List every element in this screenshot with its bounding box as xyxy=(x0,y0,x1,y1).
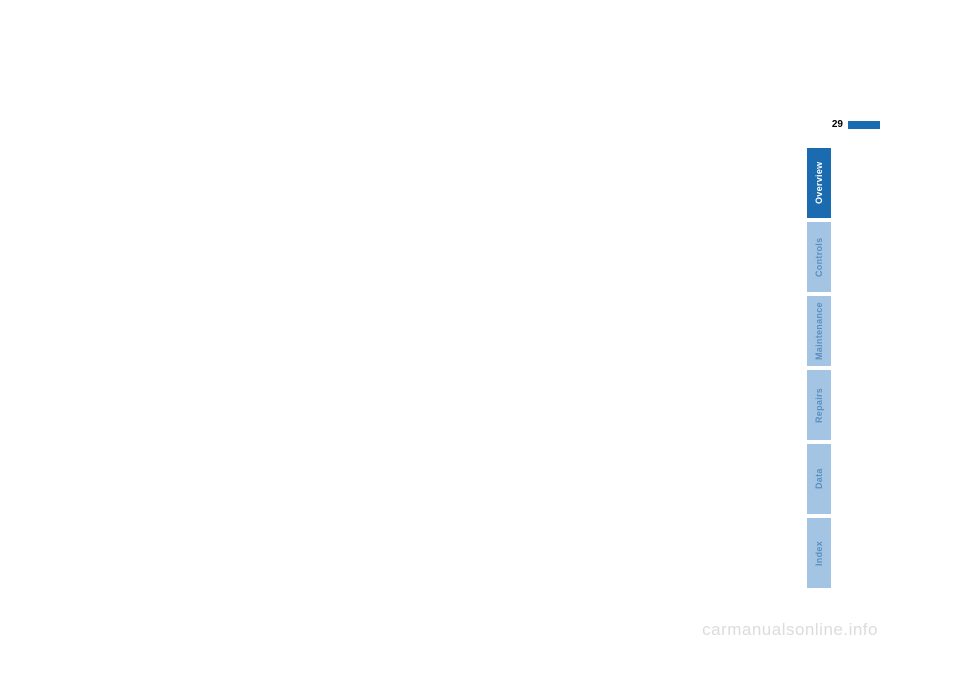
tab-repairs[interactable]: Repairs xyxy=(807,370,831,440)
page-number: 29 xyxy=(832,119,843,130)
tab-overview[interactable]: Overview xyxy=(807,148,831,218)
page-bar xyxy=(848,121,880,129)
page-number-group: 29 xyxy=(832,119,880,130)
side-tabs: Overview Controls Maintenance Repairs Da… xyxy=(807,148,831,592)
tab-data[interactable]: Data xyxy=(807,444,831,514)
watermark: carmanualsonline.info xyxy=(702,620,878,640)
tab-index[interactable]: Index xyxy=(807,518,831,588)
tab-maintenance[interactable]: Maintenance xyxy=(807,296,831,366)
tab-controls[interactable]: Controls xyxy=(807,222,831,292)
